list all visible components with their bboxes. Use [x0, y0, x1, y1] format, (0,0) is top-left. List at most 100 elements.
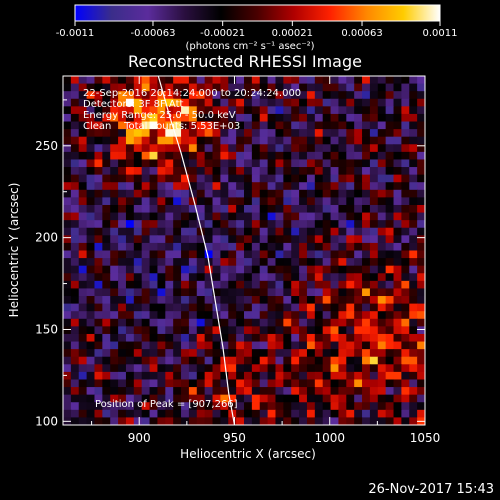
heatmap-cell: [338, 296, 347, 305]
heatmap-cell: [330, 280, 340, 290]
heatmap-cell: [369, 265, 379, 274]
heatmap-cell: [70, 174, 80, 183]
heatmap-cell: [102, 129, 111, 138]
heatmap-cell: [125, 417, 135, 425]
heatmap-cell: [275, 387, 284, 396]
heatmap-cell: [236, 288, 245, 297]
heatmap-cell: [283, 227, 292, 236]
heatmap-cell: [377, 417, 387, 425]
heatmap-cell: [212, 167, 221, 176]
heatmap-cell: [330, 364, 340, 373]
heatmap-cell: [102, 227, 111, 236]
heatmap-cell: [338, 189, 347, 198]
heatmap-cell: [125, 371, 135, 381]
heatmap-cell: [212, 151, 221, 161]
heatmap-cell: [417, 341, 425, 350]
heatmap-cell: [244, 318, 253, 327]
heatmap-cell: [212, 204, 221, 214]
heatmap-cell: [78, 296, 88, 305]
heatmap-cell: [141, 288, 151, 297]
heatmap-cell: [417, 83, 425, 92]
heatmap-cell: [70, 356, 80, 365]
heatmap-cell: [228, 98, 237, 107]
heatmap-cell: [244, 303, 253, 312]
heatmap-cell: [94, 197, 103, 206]
heatmap-cell: [86, 356, 96, 365]
heatmap-cell: [417, 129, 425, 138]
heatmap-cell: [181, 341, 190, 350]
heatmap-cell: [102, 113, 111, 123]
heatmap-cell: [417, 318, 425, 327]
heatmap-cell: [196, 387, 206, 396]
heatmap-cell: [141, 159, 151, 168]
heatmap-cell: [244, 364, 253, 373]
heatmap-cell: [228, 167, 237, 176]
heatmap-cell: [385, 220, 395, 229]
heatmap-cell: [133, 144, 143, 153]
heatmap-cell: [149, 250, 159, 259]
heatmap-cell: [165, 402, 174, 411]
heatmap-cell: [181, 250, 190, 259]
heatmap-cell: [86, 402, 96, 411]
heatmap-cell: [236, 273, 245, 282]
heatmap-cell: [346, 220, 355, 229]
heatmap-cell: [275, 402, 284, 411]
heatmap-cell: [78, 159, 88, 168]
heatmap-cell: [86, 113, 96, 123]
heatmap-cell: [369, 356, 379, 365]
heatmap-cell: [94, 167, 103, 176]
heatmap-cell: [401, 121, 410, 130]
heatmap-cell: [322, 197, 332, 206]
heatmap-cell: [354, 341, 363, 350]
heatmap-cell: [110, 417, 119, 425]
heatmap-cell: [110, 273, 119, 282]
x-tick-label: 900: [128, 431, 151, 445]
heatmap-cell: [244, 212, 253, 221]
heatmap-cell: [244, 106, 253, 115]
heatmap-cell: [314, 333, 324, 343]
heatmap-cell: [346, 113, 355, 123]
heatmap-cell: [220, 280, 229, 290]
heatmap-cell: [401, 250, 410, 259]
heatmap-cell: [409, 235, 418, 244]
heatmap-cell: [94, 220, 103, 229]
heatmap-cell: [346, 250, 355, 259]
heatmap-cell: [188, 356, 198, 365]
heatmap-cell: [78, 371, 88, 381]
heatmap-cell: [220, 333, 229, 343]
heatmap-cell: [299, 212, 308, 221]
heatmap-cell: [165, 311, 174, 320]
heatmap-cell: [157, 258, 166, 267]
heatmap-cell: [275, 174, 284, 183]
heatmap-cell: [133, 220, 143, 229]
heatmap-cell: [393, 129, 402, 138]
heatmap-cell: [244, 265, 253, 274]
heatmap-cell: [251, 265, 261, 274]
heatmap-cell: [94, 311, 103, 320]
heatmap-cell: [417, 227, 425, 236]
heatmap-cell: [181, 174, 190, 183]
heatmap-cell: [259, 167, 269, 176]
heatmap-cell: [125, 379, 135, 388]
heatmap-cell: [86, 333, 96, 343]
heatmap-cell: [377, 364, 387, 373]
heatmap-cell: [70, 394, 80, 403]
heatmap-cell: [330, 227, 340, 236]
heatmap-cell: [133, 106, 143, 115]
heatmap-cell: [94, 235, 103, 244]
heatmap-cell: [110, 106, 119, 115]
heatmap-cell: [267, 311, 277, 320]
heatmap-cell: [369, 174, 379, 183]
heatmap-cell: [369, 197, 379, 206]
heatmap-cell: [236, 394, 245, 403]
heatmap-cell: [259, 136, 269, 145]
heatmap-cell: [236, 76, 245, 85]
heatmap-cell: [354, 121, 363, 130]
heatmap-cell: [244, 76, 253, 85]
heatmap-cell: [330, 394, 340, 403]
heatmap-cell: [417, 167, 425, 176]
heatmap-cell: [118, 311, 127, 320]
heatmap-cell: [409, 98, 418, 107]
heatmap-cell: [259, 151, 269, 161]
heatmap-cell: [212, 174, 221, 183]
